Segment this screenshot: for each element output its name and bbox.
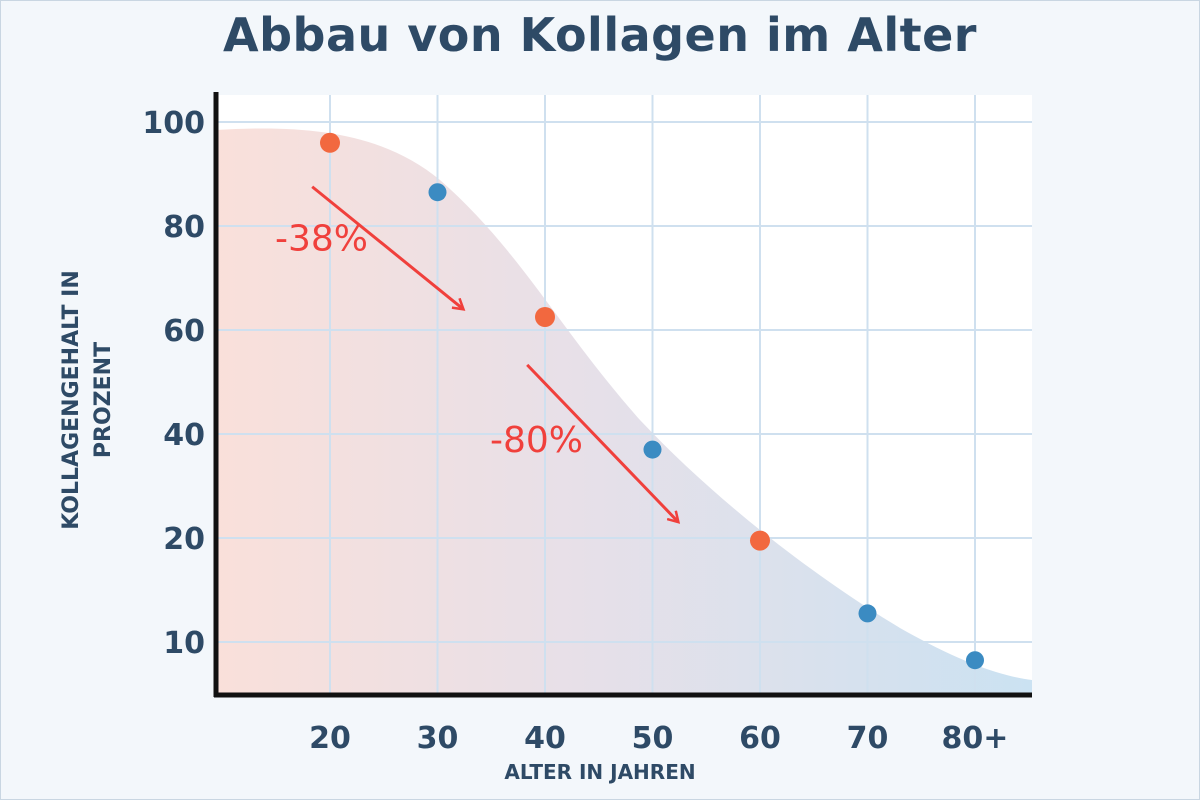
y-tick-label: 40: [163, 418, 205, 453]
x-tick-label: 70: [847, 721, 889, 756]
y-tick-label: 100: [142, 106, 205, 141]
data-point: [428, 183, 447, 202]
decline-annotation: -38%: [275, 219, 368, 260]
x-axis-label: ALTER IN JAHREN: [504, 760, 696, 784]
highlight-data-point: [320, 132, 340, 153]
y-tick-label: 10: [163, 626, 205, 661]
y-tick-label: 80: [163, 210, 205, 245]
data-point: [966, 651, 984, 670]
data-point: [858, 604, 877, 623]
x-tick-label: 20: [309, 721, 351, 756]
x-tick-label: 30: [417, 721, 459, 756]
y-tick-label: 20: [163, 522, 205, 557]
y-tick-label: 60: [163, 314, 205, 349]
highlight-data-point: [535, 307, 555, 327]
x-tick-label: 50: [632, 721, 674, 756]
x-tick-label: 80+: [942, 721, 1009, 756]
x-tick-label: 40: [524, 721, 566, 756]
highlight-data-point: [750, 530, 770, 551]
x-tick-label: 60: [739, 721, 781, 756]
data-point: [643, 440, 662, 459]
trend-area: [216, 128, 1032, 695]
decline-arrow: [311, 185, 463, 309]
decline-annotation: -80%: [490, 420, 583, 461]
chart-title: Abbau von Kollagen im Alter: [223, 8, 977, 62]
decline-arrow: [526, 363, 678, 522]
